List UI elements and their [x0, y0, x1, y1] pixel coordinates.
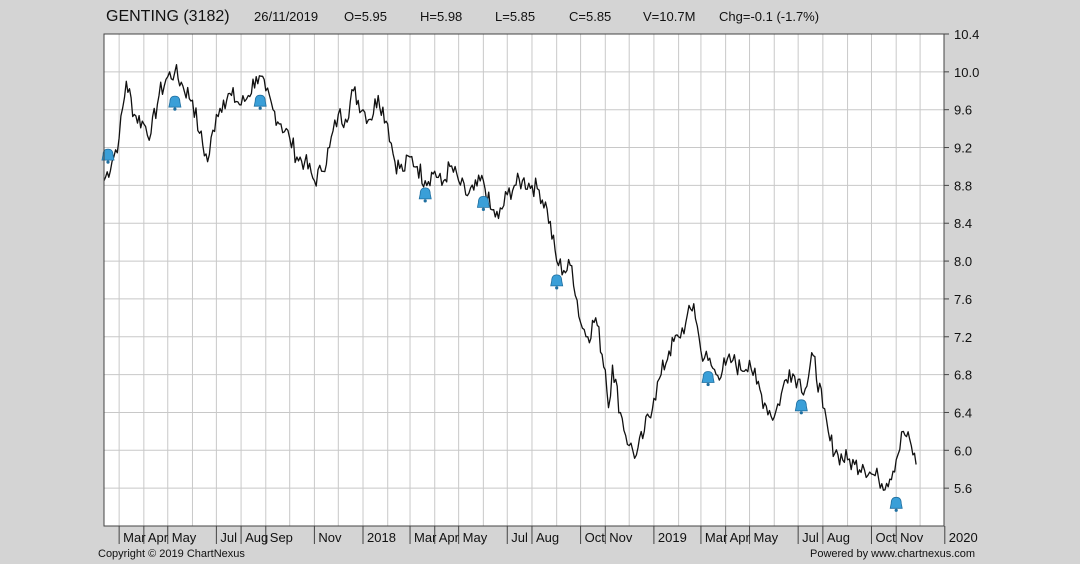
high-price: H=5.98 — [420, 9, 463, 24]
x-tick-label: Aug — [536, 530, 559, 545]
x-tick-label: Mar — [123, 530, 146, 545]
bell-clapper — [555, 286, 559, 290]
plot-area — [104, 34, 944, 526]
bell-body — [889, 496, 903, 509]
copyright-text: Copyright © 2019 ChartNexus — [98, 548, 245, 560]
chart-header: GENTING (3182) 26/11/2019 O=5.95 H=5.98 … — [0, 0, 1080, 34]
open-price: O=5.95 — [344, 9, 388, 24]
low-price: L=5.85 — [495, 9, 536, 24]
y-tick-label: 10.0 — [954, 65, 979, 80]
y-tick-label: 5.6 — [954, 481, 972, 496]
bell-icon — [476, 195, 490, 211]
x-tick-label: Apr — [148, 530, 169, 545]
bell-body — [253, 94, 267, 107]
y-tick-label: 8.0 — [954, 254, 972, 269]
powered-by-text: Powered by www.chartnexus.com — [810, 548, 976, 560]
x-axis-labels: Mar Apr May Jul Aug Sep Nov 2018 Mar Apr May Jul Aug… — [123, 530, 978, 545]
x-tick-label: Aug — [827, 530, 850, 545]
x-tick-label: Jul — [220, 530, 237, 545]
price-change: Chg=-0.1 (-1.7%) — [719, 9, 820, 24]
x-tick-label: Mar — [705, 530, 728, 545]
x-tick-label: Sep — [270, 530, 293, 545]
x-tick-label: Apr — [730, 530, 751, 545]
bell-clapper — [706, 382, 710, 387]
y-tick-label: 10.4 — [954, 27, 979, 42]
bell-body — [101, 148, 115, 161]
quote-date: 26/11/2019 — [254, 9, 319, 24]
y-tick-label: 7.2 — [954, 330, 972, 345]
y-tick-label: 8.8 — [954, 178, 972, 193]
bell-body — [794, 399, 808, 412]
y-tick-label: 9.6 — [954, 103, 972, 118]
bell-body — [550, 274, 564, 287]
bell-body — [168, 95, 182, 108]
bell-clapper — [481, 207, 485, 211]
bell-body — [701, 371, 715, 383]
grid-lines — [104, 33, 949, 544]
bell-icon — [550, 274, 564, 290]
bell-clapper — [894, 508, 898, 512]
y-axis-labels: 5.6 6.0 6.4 6.8 7.2 7.6 8.0 8.4 8.8 9.2 9.6 10.0 10.… — [954, 27, 979, 496]
bell-clapper — [799, 411, 803, 415]
stock-symbol: GENTING (3182) — [106, 8, 230, 25]
x-tick-label: Jul — [802, 530, 819, 545]
price-line — [103, 63, 917, 491]
y-tick-label: 7.6 — [954, 292, 972, 307]
close-price: C=5.85 — [569, 9, 612, 24]
bell-icon — [101, 148, 115, 164]
x-tick-label: Nov — [900, 530, 924, 545]
plot-border — [103, 33, 945, 527]
bell-clapper — [106, 160, 110, 164]
bell-clapper — [258, 106, 262, 110]
x-tick-label: 2020 — [949, 530, 978, 545]
x-tick-label: Oct — [585, 530, 606, 545]
x-tick-label: May — [754, 530, 779, 545]
bell-icon — [889, 496, 903, 512]
bell-body — [418, 187, 432, 200]
bell-icon — [168, 95, 182, 111]
x-tick-label: Jul — [511, 530, 528, 545]
price-series — [103, 63, 917, 491]
x-tick-label: Oct — [875, 530, 896, 545]
y-tick-label: 6.8 — [954, 368, 972, 383]
volume: V=10.7M — [643, 9, 696, 24]
x-tick-label: May — [172, 530, 197, 545]
bell-clapper — [423, 199, 427, 203]
y-tick-label: 6.4 — [954, 405, 972, 420]
bell-clapper — [173, 107, 177, 111]
bell-body — [476, 195, 490, 208]
x-tick-label: Apr — [439, 530, 460, 545]
bell-icon — [253, 94, 267, 110]
x-tick-label: May — [463, 530, 488, 545]
bell-icon — [794, 399, 808, 415]
y-tick-label: 6.0 — [954, 443, 972, 458]
y-tick-label: 8.4 — [954, 216, 972, 231]
alert-markers — [101, 94, 903, 512]
x-tick-label: Mar — [414, 530, 437, 545]
bell-icon — [418, 187, 432, 203]
bell-icon — [701, 371, 715, 387]
x-tick-label: Nov — [318, 530, 342, 545]
x-tick-label: Nov — [609, 530, 633, 545]
x-tick-label: 2019 — [658, 530, 687, 545]
x-tick-label: 2018 — [367, 530, 396, 545]
y-tick-label: 9.2 — [954, 141, 972, 156]
x-tick-label: Aug — [245, 530, 268, 545]
